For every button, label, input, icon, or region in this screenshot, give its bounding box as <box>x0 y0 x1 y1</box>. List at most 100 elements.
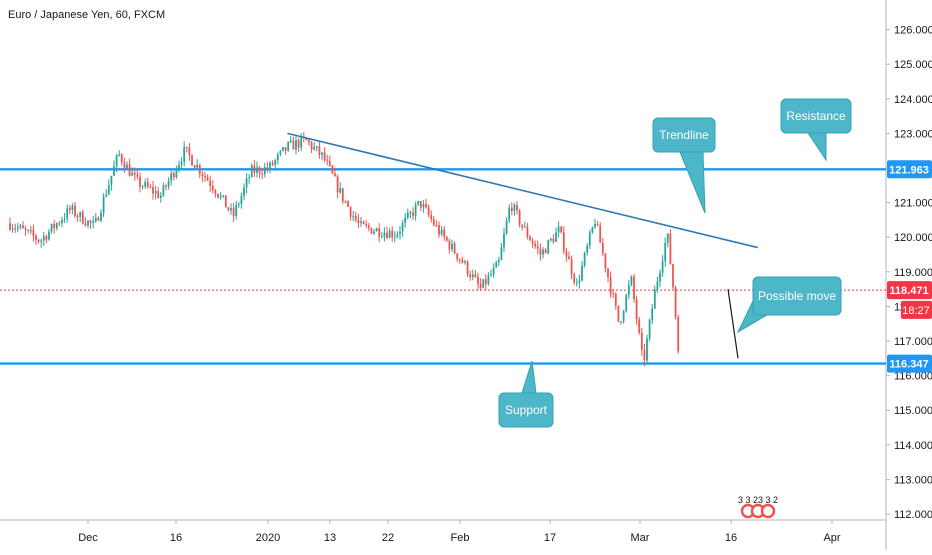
candle-body <box>178 164 180 171</box>
candle-body <box>536 246 539 249</box>
candle-body <box>523 226 526 228</box>
candle-body <box>123 162 126 169</box>
candle-body <box>263 167 266 175</box>
candle-body <box>292 140 295 150</box>
y-tick-label: 113.000 <box>894 474 932 486</box>
candle-body <box>401 222 404 232</box>
candle-body <box>370 228 373 234</box>
candle-body <box>464 261 466 263</box>
x-tick-label: Apr <box>823 532 840 544</box>
candle-body <box>549 238 552 241</box>
candle-body <box>404 217 407 223</box>
candle-body <box>674 287 677 318</box>
candle-body <box>656 281 659 290</box>
candle-body <box>115 155 118 167</box>
event-marker-icon[interactable] <box>760 503 776 519</box>
callout-label: Support <box>505 403 548 417</box>
candle-body <box>269 162 271 170</box>
candle-body <box>414 204 417 216</box>
candle-body <box>534 243 537 247</box>
callout-label: Trendline <box>659 128 709 142</box>
candle-body <box>271 162 274 166</box>
candle-body <box>573 274 576 283</box>
callout-possible-move: Possible move <box>736 276 842 334</box>
y-tick-label: 112.000 <box>894 509 932 521</box>
candle-body <box>458 259 461 261</box>
candle-body <box>53 223 56 229</box>
candle-body <box>417 200 420 205</box>
candle-body <box>352 215 355 217</box>
x-tick-label: 16 <box>170 532 182 544</box>
candle-body <box>357 219 360 224</box>
candle-body <box>604 253 607 269</box>
candle-body <box>581 265 583 281</box>
candle-body <box>110 175 113 186</box>
candle-body <box>393 236 396 238</box>
candle-body <box>32 230 35 236</box>
candle-body <box>539 248 542 255</box>
callout-box[interactable] <box>752 276 842 316</box>
candle-body <box>162 185 165 196</box>
candle-body <box>310 142 313 150</box>
candle-body <box>341 188 344 202</box>
price-tag-label: 116.347 <box>889 359 928 371</box>
candle-body <box>331 165 334 174</box>
candle-body <box>74 205 76 216</box>
candle-body <box>206 177 209 181</box>
candle-body <box>185 146 188 148</box>
y-tick-label: 115.000 <box>894 405 932 417</box>
candle-body <box>622 311 625 322</box>
callout-trendline: Trendline <box>652 117 716 214</box>
candle-body <box>360 221 362 224</box>
candle-body <box>500 247 503 261</box>
candle-body <box>201 173 204 176</box>
candle-body <box>648 319 651 339</box>
candle-body <box>235 205 238 216</box>
x-tick-label: 16 <box>725 532 737 544</box>
candle-body <box>68 208 71 210</box>
candle-body <box>154 191 157 194</box>
candle-body <box>347 201 349 207</box>
candle-body <box>422 203 425 208</box>
candle-body <box>562 232 565 252</box>
candle-body <box>503 233 505 248</box>
callout-box[interactable] <box>652 117 716 153</box>
candle-body <box>575 282 578 284</box>
candle-body <box>217 193 219 198</box>
candle-body <box>323 152 326 160</box>
candle-body <box>487 275 490 285</box>
candle-body <box>521 224 524 227</box>
candle-body <box>588 232 591 246</box>
candle-body <box>672 264 674 288</box>
candle-body <box>214 190 217 194</box>
callout-box[interactable] <box>498 392 554 428</box>
candle-body <box>136 174 139 177</box>
candle-body <box>297 140 300 148</box>
candle-body <box>100 213 102 221</box>
y-tick-label: 123.000 <box>894 128 932 140</box>
candle-body <box>315 146 318 148</box>
callout-pointer <box>807 132 827 162</box>
candle-body <box>79 212 82 217</box>
candle-body <box>159 195 162 198</box>
candle-body <box>651 308 654 320</box>
y-tick-label: 114.000 <box>894 440 932 452</box>
candle-body <box>552 238 555 242</box>
callout-box[interactable] <box>780 98 852 134</box>
candle-body <box>94 217 97 222</box>
candle-body <box>295 140 297 150</box>
candle-body <box>224 195 227 208</box>
y-tick-label: 119.000 <box>894 267 932 279</box>
candle-body <box>222 195 225 197</box>
candle-body <box>633 276 635 300</box>
candle-body <box>594 224 596 228</box>
candle-body <box>261 173 264 175</box>
price-tag-121-963 <box>887 160 932 179</box>
candle-body <box>37 239 40 242</box>
candle-body <box>175 170 178 178</box>
candle-body <box>578 280 581 283</box>
candle-body <box>435 225 438 227</box>
price-tag-118-471 <box>887 281 932 300</box>
